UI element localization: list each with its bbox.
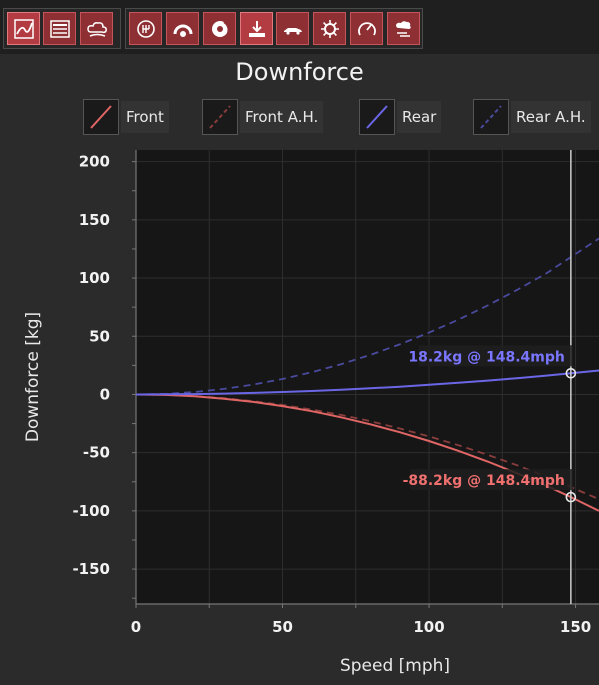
y-tick-label: -150 [72,560,110,578]
toolbar-button-data-table[interactable] [43,12,76,45]
y-tick-label: 150 [79,211,110,229]
toolbar-button-wind[interactable] [387,12,420,45]
tire-icon [173,24,192,37]
cursor-marker [565,367,577,379]
series-line-rear-a-h [136,237,599,396]
cursor-marker [565,491,577,503]
toolbar-button-telemetry-graph[interactable] [7,12,40,45]
x-tick-label: 150 [560,618,591,636]
x-tick-label: 0 [131,618,141,636]
y-tick-label: 50 [89,327,110,345]
y-tick-label: 100 [79,269,110,287]
gearbox-icon [136,19,155,38]
series-line-rear [136,369,599,396]
toolbar [0,0,599,54]
y-tick-label: -100 [72,502,110,520]
legend-swatch [83,99,119,135]
cursor-label-bg [418,345,573,367]
legend-label: Front A.H. [240,101,324,133]
cursor-value-label: 18.2kg @ 148.4mph [408,349,564,365]
x-tick-label: 50 [272,618,293,636]
y-tick-label: 200 [79,153,110,171]
toolbar-button-tire[interactable] [166,12,199,45]
y-axis-label: Downforce [kg] [23,312,43,442]
telemetry-graph-icon [13,18,34,39]
toolbar-button-brake-disc[interactable] [203,12,236,45]
toolbar-button-car-side[interactable] [276,12,309,45]
toolbar-button-downforce[interactable] [240,12,273,45]
legend-swatch [359,99,395,135]
legend-label: Rear A.H. [511,101,591,133]
engine-cog-icon [320,19,339,38]
x-axis-label: Speed [mph] [340,656,450,676]
wind-icon [395,20,411,37]
aero-cloud-icon [86,21,107,37]
downforce-icon [248,20,265,37]
brake-disc-icon [211,20,229,37]
y-tick-label: 0 [100,385,110,403]
x-tick-label: 100 [413,618,444,636]
toolbar-button-gauge[interactable] [350,12,383,45]
legend-swatch [202,99,238,135]
gauge-icon [357,21,376,35]
cursor-label-bg [410,469,573,491]
data-table-icon [49,19,70,38]
y-tick-label: -50 [83,444,110,462]
chart-title: Downforce [235,58,364,86]
cursor-value-label: -88.2kg @ 148.4mph [403,473,565,489]
toolbar-button-aero-cloud[interactable] [80,12,113,45]
legend-label: Front [121,101,169,133]
toolbar-button-engine-cog[interactable] [313,12,346,45]
legend-label: Rear [397,101,442,133]
legend-swatch [473,99,509,135]
toolbar-button-gearbox[interactable] [129,12,162,45]
car-side-icon [283,27,302,35]
